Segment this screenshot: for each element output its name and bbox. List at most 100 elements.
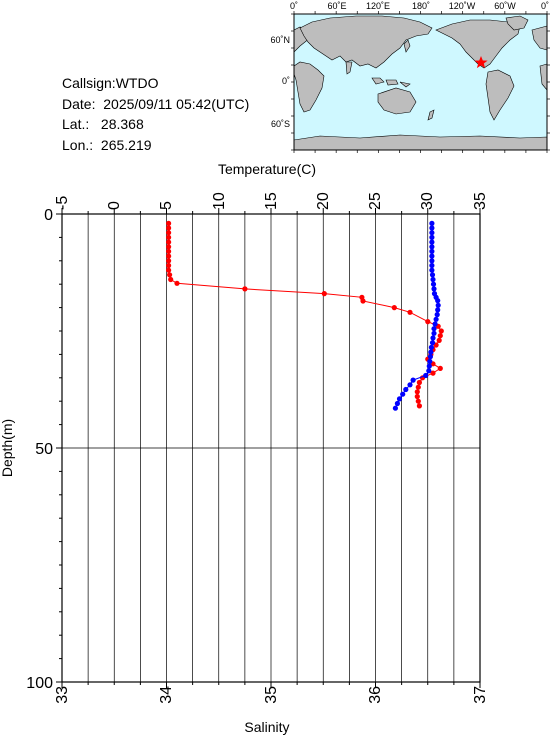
temperature-point: [428, 349, 434, 355]
date-text: Date: 2025/09/11 05:42(UTC): [62, 95, 250, 112]
salinity-tick-labels: 33 34 35 36 37: [54, 686, 489, 704]
temperature-point: [400, 391, 406, 397]
temp-tick-label: 35: [472, 192, 489, 210]
salinity-point: [430, 370, 436, 376]
map-lon-label-2: 120˚E: [366, 1, 390, 11]
map-lon-label-4: 120˚W: [449, 1, 476, 11]
temperature-point: [427, 354, 433, 360]
temperature-ticks: [61, 208, 481, 214]
depth-tick-labels: 0 50 100: [26, 207, 53, 692]
temperature-point: [410, 377, 416, 383]
map-landmasses: [293, 15, 548, 151]
temperature-point: [427, 358, 433, 364]
location-map: 0˚ 60˚E 120˚E 180˚ 120˚W 60˚W 0˚ 60˚N 0˚…: [270, 1, 550, 153]
temp-tick-label: 5: [158, 201, 175, 210]
depth-tick-label: 0: [44, 207, 53, 224]
temp-tick-label: 30: [419, 192, 436, 210]
temperature-point: [429, 272, 436, 278]
temperature-point: [433, 316, 439, 322]
salinity-line: [168, 223, 442, 407]
temperature-point: [429, 258, 435, 264]
salinity-point: [391, 305, 397, 311]
temperature-point: [431, 326, 437, 332]
temperature-point: [429, 220, 435, 226]
temperature-point: [429, 234, 435, 240]
salinity-point: [168, 276, 174, 283]
temperature-point: [434, 312, 440, 318]
temperature-point: [431, 330, 437, 336]
salinity-point: [166, 220, 172, 226]
salinity-point: [166, 239, 172, 245]
profile-chart: -5 0 5 10 15 20 25 30 35 Temperature(C) …: [0, 161, 489, 735]
depth-tick-label: 100: [26, 675, 53, 692]
temperature-point: [429, 248, 435, 254]
temperature-point: [407, 382, 413, 388]
temperature-point: [430, 276, 436, 283]
salinity-point: [166, 230, 172, 236]
temperature-tick-labels: -5 0 5 10 15 20 25 30 35: [54, 192, 489, 210]
temp-tick-label: 20: [315, 192, 332, 210]
temperature-point: [435, 298, 441, 304]
temperature-point: [429, 253, 435, 259]
salinity-point: [166, 234, 172, 240]
salinity-point: [166, 244, 172, 250]
temperature-point: [429, 267, 435, 273]
map-ticks: [291, 11, 550, 153]
temperature-point: [426, 368, 432, 374]
salinity-point: [321, 291, 327, 297]
temp-tick-label: 10: [211, 192, 228, 210]
salinity-point: [415, 398, 421, 404]
depth-ticks: [56, 213, 62, 683]
map-left-labels: 60˚N 0˚ 60˚S: [270, 35, 290, 129]
salinity-point: [166, 267, 172, 273]
depth-axis-label: Depth(m): [0, 419, 15, 477]
salinity-point: [174, 280, 180, 286]
map-lon-label-3: 180˚: [412, 1, 430, 11]
temperature-point: [428, 344, 434, 350]
temperature-point: [435, 307, 441, 313]
temperature-point: [423, 372, 429, 379]
depth-tick-label: 50: [35, 441, 53, 458]
temperature-point: [432, 321, 438, 327]
map-lon-label-6: 0˚: [541, 1, 549, 11]
profile-info: Callsign:WTDO Date: 2025/09/11 05:42(UTC…: [62, 73, 249, 155]
salinity-tick-label: 36: [367, 686, 384, 704]
map-lat-label-0: 60˚N: [270, 35, 290, 45]
temperature-point: [394, 400, 400, 407]
map-lat-label-2: 60˚S: [271, 119, 290, 129]
temperature-point: [429, 244, 435, 250]
salinity-tick-label: 33: [54, 686, 71, 704]
salinity-point: [414, 389, 420, 395]
salinity-point: [438, 328, 444, 334]
temperature-point: [431, 286, 437, 292]
salinity-point: [166, 258, 172, 264]
salinity-ticks: [61, 682, 481, 688]
salinity-tick-label: 34: [158, 686, 175, 704]
salinity-point: [167, 272, 173, 278]
temperature-point: [430, 335, 436, 341]
temperature-point: [426, 363, 432, 369]
map-lon-label-5: 60˚W: [494, 1, 516, 11]
profile-series: [166, 220, 444, 411]
temperature-point: [430, 281, 437, 287]
temp-tick-label: 15: [263, 192, 280, 210]
salinity-point: [415, 384, 421, 390]
salinity-axis-label: Salinity: [244, 719, 289, 735]
salinity-point: [166, 253, 172, 259]
station-marker-icon: [474, 56, 488, 69]
temp-tick-label: -5: [54, 196, 71, 210]
salinity-point: [166, 262, 172, 269]
salinity-point: [242, 286, 248, 292]
salinity-point: [166, 248, 172, 254]
temperature-axis-label: Temperature(C): [218, 161, 316, 177]
map-lon-label-0: 0˚: [290, 1, 298, 11]
temperature-point: [429, 230, 435, 236]
salinity-point: [360, 298, 366, 304]
latitude-text: Lat.: 28.368: [62, 116, 144, 132]
temperature-point: [392, 405, 398, 411]
temperature-point: [435, 302, 441, 308]
map-lat-label-1: 0˚: [282, 76, 290, 86]
salinity-point: [437, 333, 443, 339]
salinity-point: [407, 309, 413, 315]
